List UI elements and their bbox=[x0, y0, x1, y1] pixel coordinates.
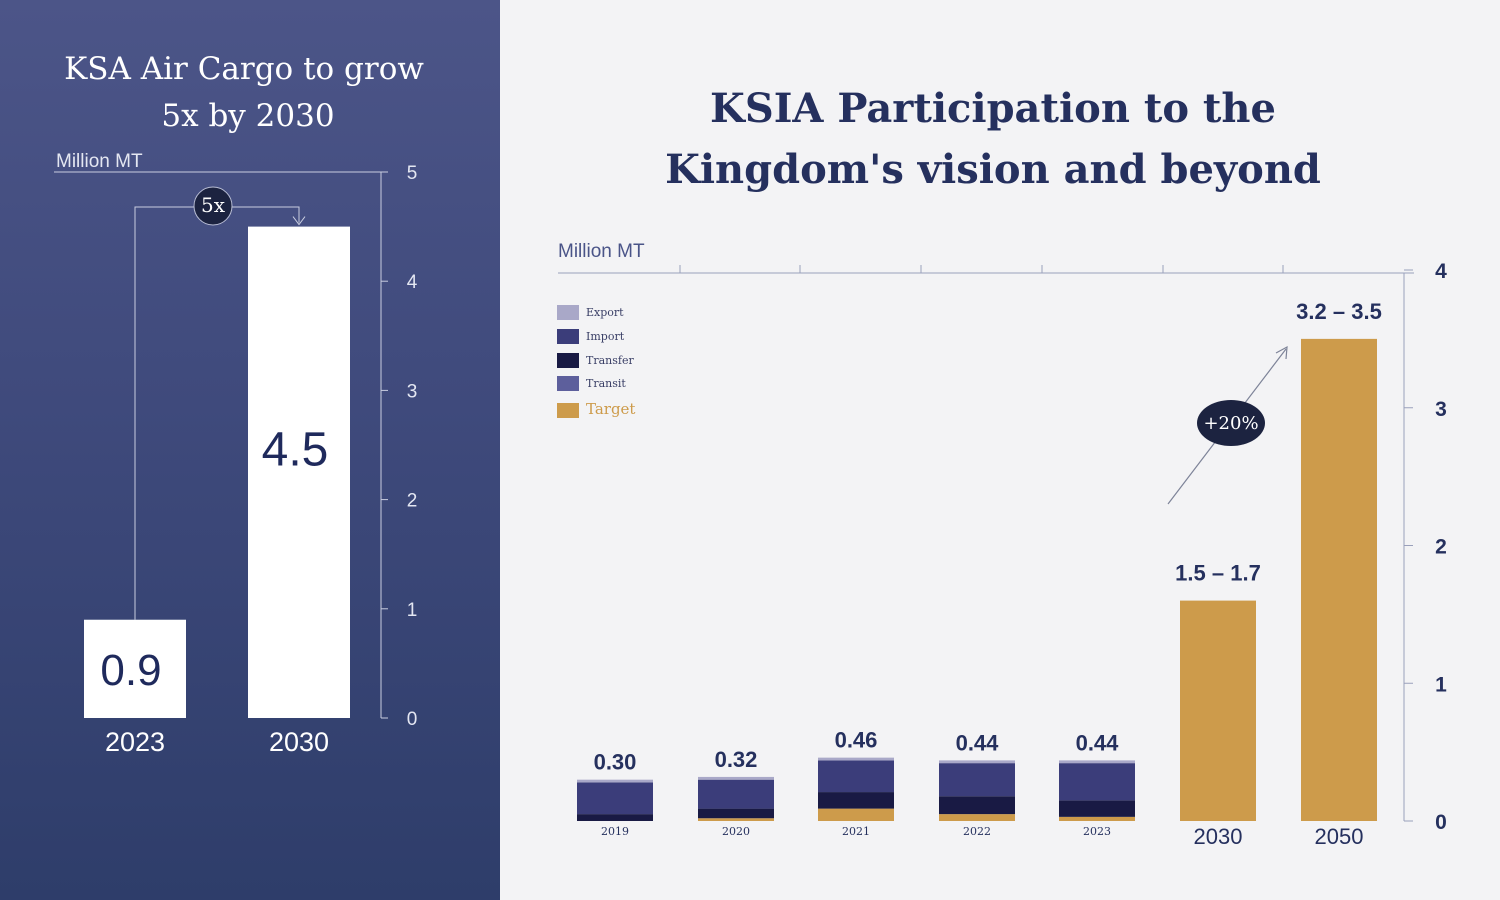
x-tick-label: 2030 bbox=[1194, 824, 1243, 849]
legend-label-target: Target bbox=[586, 400, 635, 418]
growth-badge bbox=[1197, 400, 1265, 446]
bar-value-label: 0.46 bbox=[835, 728, 878, 753]
growth-arrowhead bbox=[1275, 345, 1288, 360]
bar-2020-import bbox=[698, 779, 774, 809]
right-chart-marks: 0 1 2 3 4 0.30 2019 0.32 2020 0.46 2021 0.44 2022 0.4… bbox=[558, 260, 1447, 849]
bar-2030-target bbox=[1180, 600, 1256, 821]
left-y-tick-label: 0 bbox=[407, 709, 418, 730]
left-y-tick-label: 1 bbox=[407, 600, 418, 621]
x-tick-label: 2020 bbox=[722, 825, 750, 838]
legend-label-transfer: Transfer bbox=[586, 354, 634, 367]
bar-2023-transfer bbox=[1059, 800, 1135, 817]
growth-badge-label: +20% bbox=[1203, 413, 1258, 434]
bar-value-label: 0.44 bbox=[956, 730, 1000, 755]
right-y-tick-label: 1 bbox=[1435, 673, 1447, 696]
bar-value-label: 0.32 bbox=[715, 747, 758, 772]
right-y-tick-label: 0 bbox=[1435, 811, 1447, 834]
bar-value-label: 0.30 bbox=[594, 750, 637, 775]
bar-2020-export bbox=[698, 776, 774, 780]
legend-swatch-export bbox=[557, 305, 579, 320]
left-title-line1: KSA Air Cargo to grow bbox=[64, 51, 424, 87]
x-tick-label: 2021 bbox=[842, 825, 870, 838]
legend-swatch-transit bbox=[557, 376, 579, 391]
right-title-line1: KSIA Participation to the bbox=[710, 85, 1276, 132]
bar-2020-transfer bbox=[698, 808, 774, 819]
bar-value-label: 0.44 bbox=[1076, 730, 1120, 755]
left-y-tick-label: 3 bbox=[407, 381, 418, 402]
left-x-tick-label: 2030 bbox=[269, 727, 329, 757]
left-bar-value-label: 0.9 bbox=[100, 646, 161, 695]
bar-2021-target bbox=[818, 808, 894, 821]
bar-2020-target bbox=[698, 818, 774, 821]
bar-2021-import bbox=[818, 760, 894, 793]
right-y-tick-label: 4 bbox=[1435, 260, 1447, 283]
bar-2019-export bbox=[577, 779, 653, 783]
bar-2022-transfer bbox=[939, 796, 1015, 815]
right-unit-label: Million MT bbox=[558, 241, 645, 262]
legend: Export Import Transfer Transit Target bbox=[557, 305, 635, 418]
legend-label-import: Import bbox=[586, 330, 625, 343]
bar-2022-export bbox=[939, 760, 1015, 764]
left-y-tick-label: 2 bbox=[407, 491, 418, 512]
right-panel: KSIA Participation to the Kingdom's visi… bbox=[500, 0, 1500, 900]
growth-arrowhead bbox=[292, 216, 306, 226]
right-y-tick-label: 2 bbox=[1435, 536, 1447, 559]
left-x-tick-label: 2023 bbox=[105, 727, 165, 757]
bar-2022-target bbox=[939, 814, 1015, 821]
bar-2021-export bbox=[818, 757, 894, 761]
legend-swatch-transfer bbox=[557, 353, 579, 368]
left-title-line2: 5x by 2030 bbox=[161, 98, 334, 134]
growth-badge-label: 5x bbox=[201, 193, 226, 217]
bar-2021-transfer bbox=[818, 792, 894, 809]
bar-2050-target bbox=[1301, 338, 1377, 821]
growth-badge bbox=[193, 186, 233, 226]
x-tick-label: 2050 bbox=[1315, 824, 1364, 849]
left-chart-marks: 0 1 2 3 4 5 0.9 2023 4.5 2030 5x bbox=[54, 163, 418, 757]
x-tick-label: 2019 bbox=[601, 825, 629, 838]
left-bar-2030 bbox=[248, 226, 350, 718]
bar-2019-transfer bbox=[577, 814, 653, 821]
left-unit-label: Million MT bbox=[56, 151, 143, 172]
left-chart: KSA Air Cargo to grow 5x by 2030 Million… bbox=[54, 51, 424, 757]
left-bar-2023 bbox=[84, 619, 186, 718]
bar-2023-target bbox=[1059, 816, 1135, 821]
legend-swatch-import bbox=[557, 329, 579, 344]
left-panel: KSA Air Cargo to grow 5x by 2030 Million… bbox=[0, 0, 500, 900]
right-chart: KSIA Participation to the Kingdom's visi… bbox=[557, 85, 1447, 849]
bar-2022-import bbox=[939, 763, 1015, 797]
bar-2019-import bbox=[577, 782, 653, 815]
left-y-tick-label: 4 bbox=[407, 272, 418, 293]
right-title-line2: Kingdom's vision and beyond bbox=[665, 146, 1321, 193]
bar-2023-export bbox=[1059, 760, 1135, 764]
right-y-tick-label: 3 bbox=[1435, 398, 1447, 421]
left-bar-value-label: 4.5 bbox=[262, 424, 329, 477]
legend-label-export: Export bbox=[586, 306, 624, 319]
legend-swatch-target bbox=[557, 403, 579, 418]
legend-label-transit: Transit bbox=[586, 377, 626, 390]
bar-2023-import bbox=[1059, 763, 1135, 801]
x-tick-label: 2022 bbox=[963, 825, 991, 838]
left-y-tick-label: 5 bbox=[407, 163, 418, 184]
bar-value-label: 1.5 – 1.7 bbox=[1175, 561, 1261, 586]
bar-value-label: 3.2 – 3.5 bbox=[1296, 299, 1382, 324]
x-tick-label: 2023 bbox=[1083, 825, 1111, 838]
